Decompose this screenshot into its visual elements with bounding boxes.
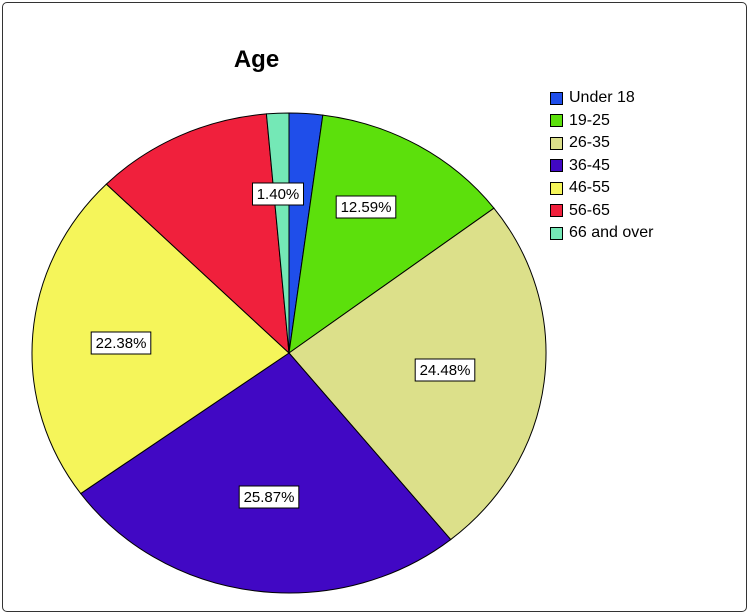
chart-title: Age	[233, 46, 280, 73]
slice-label-box	[238, 485, 300, 509]
legend-item: Under 18	[550, 87, 654, 110]
legend-label: 26-35	[569, 134, 610, 152]
slice-label-text: 22.38%	[96, 335, 147, 352]
legend-item: 19-25	[550, 110, 654, 133]
slice-label-text: 1.40%	[257, 186, 300, 203]
legend: Under 18 19-25 26-35 36-45 46-55 56-65 6…	[550, 87, 654, 245]
legend-label: 66 and over	[569, 224, 654, 242]
legend-item: 56-65	[550, 200, 654, 223]
pie-chart: 12.59% 24.48% 25.87% 22.38% 1.40%	[31, 112, 547, 594]
pie-slice	[288, 114, 495, 355]
slice-label-box	[335, 195, 397, 219]
legend-label: 56-65	[569, 201, 610, 219]
pie-slice	[105, 113, 290, 355]
legend-item: 46-55	[550, 177, 654, 200]
slice-label-box	[414, 358, 476, 382]
slice-label: 25.87%	[238, 485, 300, 509]
legend-swatch	[550, 159, 563, 173]
legend-label: 46-55	[569, 179, 610, 197]
legend-swatch	[550, 204, 563, 218]
legend-swatch	[550, 91, 563, 105]
legend-swatch	[550, 226, 563, 240]
slice-label-text: 24.48%	[420, 362, 471, 379]
slice-label: 24.48%	[414, 358, 476, 382]
legend-swatch	[550, 114, 563, 128]
legend-label: 36-45	[569, 156, 610, 174]
pie-slice	[79, 352, 452, 594]
slice-label-text: 12.59%	[341, 199, 392, 216]
pie-slice	[31, 183, 290, 495]
legend-label: Under 18	[569, 89, 635, 107]
pie-slice	[265, 112, 290, 354]
slice-label-text: 25.87%	[244, 489, 295, 506]
legend-item: 66 and over	[550, 222, 654, 245]
slice-label: 22.38%	[90, 331, 152, 355]
legend-swatch	[550, 181, 563, 195]
slice-label: 12.59%	[335, 195, 397, 219]
slice-label: 1.40%	[252, 182, 304, 206]
legend-swatch	[550, 136, 563, 150]
legend-item: 26-35	[550, 132, 654, 155]
legend-item: 36-45	[550, 155, 654, 178]
slice-label-box	[90, 331, 152, 355]
slice-label-box	[252, 182, 304, 206]
legend-label: 19-25	[569, 111, 610, 129]
